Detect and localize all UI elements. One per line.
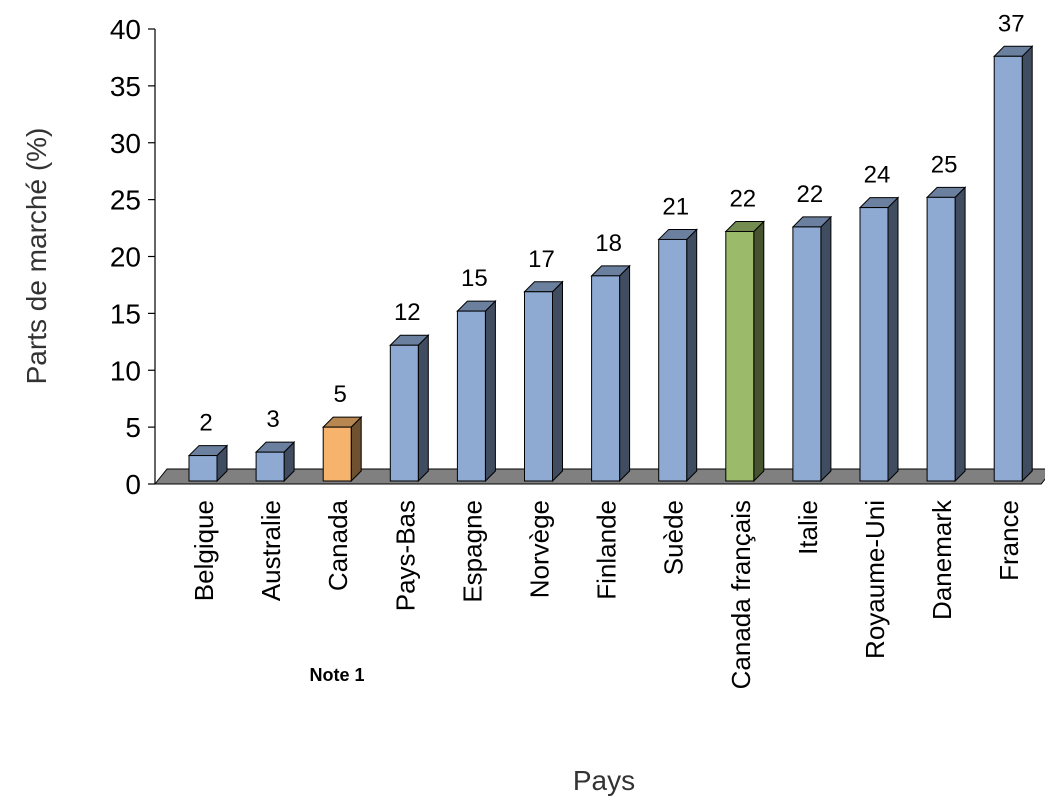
y-axis-title: Parts de marché (%) [21,128,52,385]
bar-value-label: 5 [334,381,347,408]
category-labels: Belgique Australie Canada Pays-Bas Espagne No… [189,499,1024,689]
bar [590,264,631,483]
bar-front [389,344,419,482]
data-labels: 2 3 5 12 15 17 18 21 22 22 24 25 37 [199,10,1024,436]
category-label: Canada [323,499,353,591]
bar-value-label: 12 [394,299,421,326]
category-label: Italie [793,500,823,555]
bar-value-label: 22 [797,181,824,208]
category-label: Royaume-Uni [860,500,890,659]
bar [791,215,833,483]
category-label: Suède [659,500,689,575]
bar-front [658,238,688,482]
category-label: Espagne [457,500,487,603]
bar-front [188,455,218,482]
bar-front [255,451,285,482]
bar-value-label: 2 [199,410,212,437]
bar-value-label: 24 [864,162,891,189]
bar-side [1021,45,1033,483]
bar [657,228,698,483]
bar-value-label: 25 [931,151,958,178]
category-label: Australie [256,500,286,601]
note-annotation: Note 1 [309,665,364,685]
bars [187,45,1034,483]
y-tick-label: 10 [110,355,141,386]
y-tick-label: 15 [110,298,141,329]
bar-front [725,230,755,482]
category-label: Belgique [189,500,219,601]
bar-side [484,299,496,483]
y-tick-label: 35 [110,71,141,102]
x-axis-title: Pays [573,765,635,796]
category-label: France [994,500,1024,581]
bar-front [792,226,822,482]
y-tick-label: 40 [110,14,141,45]
bar [321,415,363,483]
y-tick-label: 20 [110,242,141,273]
bar-front [524,291,553,482]
bar-side [820,215,832,483]
bar [992,45,1034,483]
bar-value-label: 17 [528,246,555,273]
bar [925,186,967,483]
bar-front [993,55,1023,482]
bar [254,440,296,483]
category-label: Norvège [525,500,555,598]
bar-front [322,426,352,482]
bar [389,334,430,483]
y-axis: 0 5 10 15 20 25 30 35 40 [110,14,156,500]
bar [858,196,900,483]
bar-side [954,186,966,483]
bar [523,280,564,483]
bar-side [350,415,362,483]
bar-side [686,228,698,483]
y-tick-label: 0 [125,469,141,500]
bar-value-label: 15 [461,265,488,292]
y-tick-label: 25 [110,185,141,216]
bar-value-label: 22 [729,185,756,212]
bar-value-label: 3 [266,406,279,433]
bar [724,220,766,483]
bar-front [591,275,621,482]
bar-side [417,334,429,483]
y-tick-label: 5 [125,412,141,443]
bar-value-label: 18 [595,230,622,257]
bar [187,444,229,483]
bar-value-label: 21 [662,193,689,220]
bar-side [552,280,563,483]
bar-value-label: 37 [998,10,1025,37]
y-tick-label: 30 [110,128,141,159]
category-label: Finlande [592,500,622,600]
category-label: Canada français [726,500,756,689]
bar-side [887,196,899,483]
category-label: Danemark [927,499,957,620]
category-label: Pays-Bas [390,500,420,611]
bar-front [926,196,956,482]
bar-front [859,207,889,482]
bar-side [619,264,631,483]
bar [456,299,497,483]
bar-side [753,220,765,483]
bar-front [456,310,486,482]
